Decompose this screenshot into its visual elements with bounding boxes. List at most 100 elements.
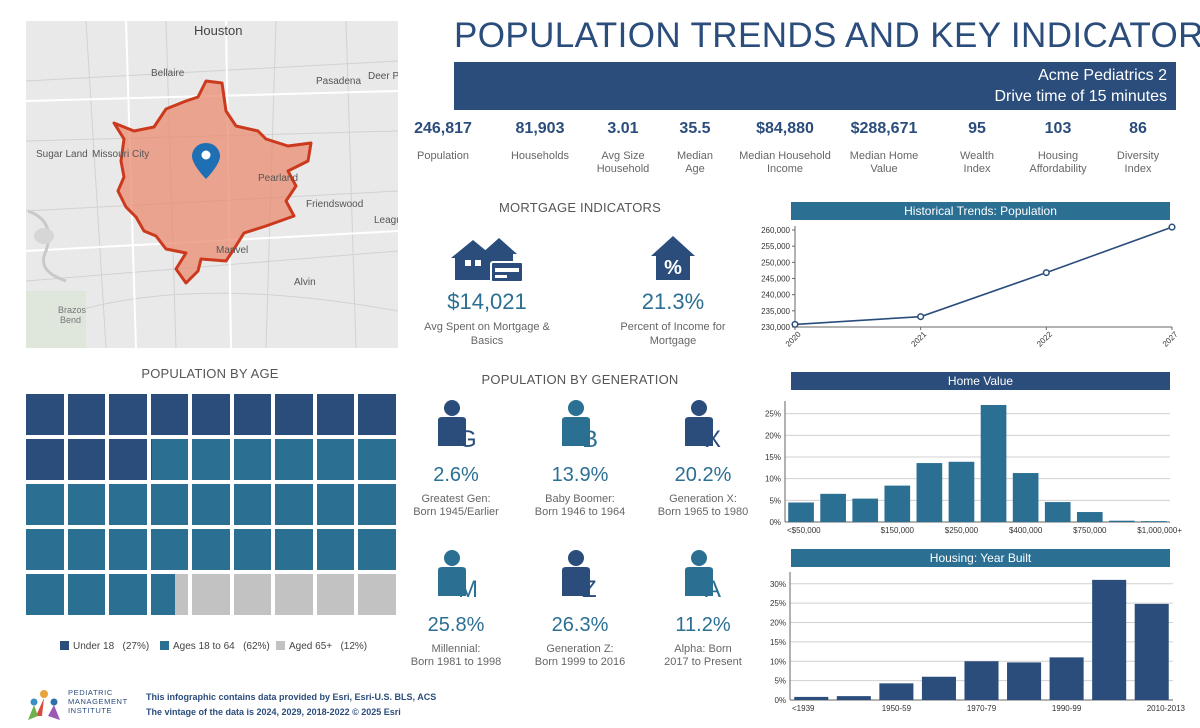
footer-source: This infographic contains data provided … [146,692,437,702]
x-tick-label: $250,000 [945,526,979,535]
waffle-cell [26,529,64,570]
waffle-cell [150,529,188,570]
bar [921,676,956,700]
kpi-label: Median Age [676,150,714,175]
generation-label-line: Born 1981 to 1998 [410,656,502,668]
generation-label-line: Millennial: [431,643,481,655]
kpi-median-age: 35.5 Median Age [645,120,745,176]
map-label: Bend [60,315,82,325]
waffle-cell [26,574,64,615]
generation-label-line: Born 1945/Earlier [413,506,499,518]
map-label: Friendswood [306,199,364,210]
mortgage-spent: $14,021 Avg Spent on Mortgage & Basics [412,234,562,348]
waffle-cell [67,484,105,525]
bar [1092,579,1127,700]
kpi-value: 86 [1129,120,1147,137]
y-tick-label: 30% [770,580,786,589]
generation-item: A 11.2% Alpha: Born 2017 to Present [643,548,763,669]
kpi-median-household-income: $84,880 Median Household Income [733,120,837,176]
mortgage-spent-value: $14,021 [447,289,527,314]
x-tick-label: 1970-79 [967,704,997,713]
generation-letter: A [705,576,722,603]
generation-label: Millennial: Born 1981 to 1998 [396,643,516,669]
legend-under-18: Under 18 (27%) [60,641,149,652]
kpi-value: $84,880 [756,120,814,137]
waffle-cell [109,394,147,435]
generation-label: Greatest Gen: Born 1945/Earlier [396,493,516,519]
population-chart-title: Historical Trends: Population [791,202,1170,220]
waffle-cell [150,439,188,480]
waffle-cell [275,484,313,525]
population-point [791,320,799,328]
waffle-cell [109,574,147,615]
x-tick-label: $1,000,000+ [1137,526,1182,535]
waffle-cell [275,439,313,480]
generation-letter: B [582,426,599,453]
bar [980,405,1007,522]
age-heading: POPULATION BY AGE [141,366,279,381]
generation-heading: POPULATION BY GENERATION [481,372,679,387]
mortgage-income-value: 21.3% [641,289,705,314]
location-banner: Acme Pediatrics 2 Drive time of 15 minut… [454,62,1176,110]
pmi-logo-text: PEDIATRIC MANAGEMENT INSTITUTE [68,688,128,715]
legend-65-plus: Aged 65+ (12%) [276,641,367,652]
bar [852,498,879,522]
waffle-cell [358,574,396,615]
year-built-chart-title: Housing: Year Built [791,549,1170,567]
bar [884,485,911,522]
kpi-value: 81,903 [515,120,565,137]
bar [836,696,871,700]
y-tick-label: 5% [769,496,781,505]
waffle-cell [233,439,271,480]
kpi-label: Median Home Value [849,150,919,175]
bar [879,683,914,700]
waffle-cell [233,529,271,570]
mortgage-income-label: Percent of Income for Mortgage [620,321,726,347]
map-label: Missouri City [92,149,150,160]
generation-item: X 20.2% Generation X: Born 1965 to 1980 [643,398,763,519]
x-tick-label: 2021 [909,329,928,348]
x-tick-label: 2022 [1035,329,1054,348]
person-icon: G [396,398,516,458]
waffle-cell [109,439,147,480]
y-tick-label: 230,000 [761,323,790,332]
kpi-label: Median Household Income [739,150,831,175]
generation-label-line: Born 1999 to 2016 [534,656,626,668]
waffle-cell [316,574,354,615]
waffle-cell [233,574,271,615]
generation-label-line: Greatest Gen: [421,493,491,505]
bar [948,461,975,522]
percent-house-icon: % [651,236,695,280]
generation-item: M 25.8% Millennial: Born 1981 to 1998 [396,548,516,669]
waffle-cell [358,484,396,525]
bar [916,463,943,522]
waffle-cell [150,574,188,615]
generation-value: 25.8% [427,614,485,636]
house-icon [451,238,524,283]
generation-label-line: Born 1965 to 1980 [657,506,749,518]
bar [964,661,999,700]
y-tick-label: 250,000 [761,258,790,267]
waffle-cell [358,394,396,435]
waffle-cell [67,574,105,615]
waffle-cell [67,394,105,435]
generation-item: B 13.9% Baby Boomer: Born 1946 to 1964 [520,398,640,519]
kpi-avg-household-size: 3.01 Avg Size Household [573,120,673,176]
y-tick-label: 255,000 [761,242,790,251]
bar [1012,473,1039,522]
waffle-cell [316,484,354,525]
generation-value: 13.9% [551,464,609,486]
y-tick-label: 25% [770,599,786,608]
drive-time-map[interactable]: Houston Bellaire Pasadena Deer P Sugar L… [26,21,398,348]
y-tick-label: 15% [765,453,781,462]
population-point [917,313,925,321]
waffle-cell [316,529,354,570]
mortgage-spent-label: Avg Spent on Mortgage & Basics [424,321,550,347]
population-point [1168,223,1176,231]
kpi-value: 95 [968,120,986,137]
waffle-cell [192,484,230,525]
person-icon: Z [520,548,640,608]
legend-label: Under 18 [73,641,115,652]
map-label: Deer P [368,71,398,82]
map-label: Alvin [294,277,316,288]
